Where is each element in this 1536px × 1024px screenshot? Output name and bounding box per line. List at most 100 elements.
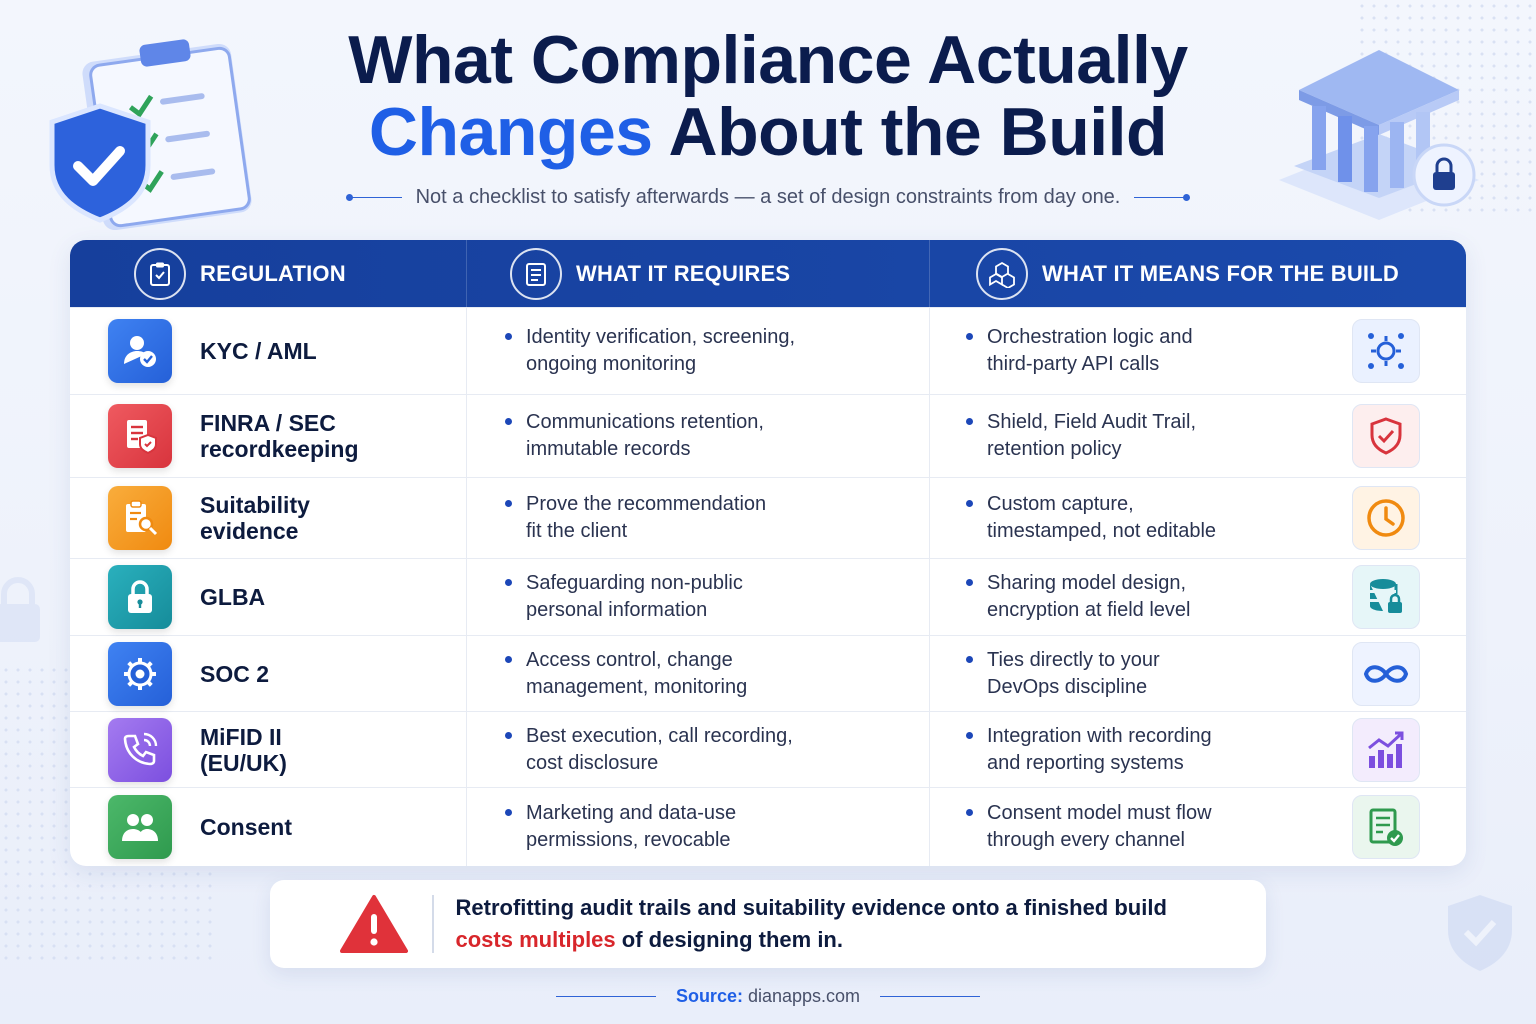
callout-line2: costs multiples of designing them in. <box>456 924 1167 956</box>
database-lock-icon <box>1352 565 1420 629</box>
build-cell: Sharing model design, encryption at fiel… <box>930 559 1466 635</box>
regulation-name: GLBA <box>200 584 266 610</box>
document-check-icon <box>1352 795 1420 859</box>
table-row: KYC / AML Identity verification, screeni… <box>70 307 1466 394</box>
subtitle-divider-right <box>1134 194 1191 200</box>
clipboard-icon <box>134 247 186 300</box>
regulation-cell: GLBA <box>70 559 467 635</box>
build-cell: Custom capture, timestamped, not editabl… <box>930 478 1466 558</box>
build-text: Custom capture, timestamped, not editabl… <box>987 493 1217 542</box>
lock-watermark-icon <box>0 577 40 642</box>
column-header-regulation: REGULATION <box>70 240 467 307</box>
table-header: REGULATION WHAT IT REQUIRES WHAT IT MEAN… <box>70 240 1466 307</box>
column-header-label: WHAT IT MEANS FOR THE BUILD <box>1042 260 1399 286</box>
warning-icon <box>340 895 408 953</box>
callout-highlight: costs multiples <box>455 927 616 952</box>
phone-icon <box>108 717 172 782</box>
regulation-cell: Consent <box>70 788 467 866</box>
column-header-label: WHAT IT REQUIRES <box>576 260 791 286</box>
callout-divider <box>432 895 434 953</box>
subtitle-row: Not a checklist to satisfy afterwards — … <box>0 186 1536 209</box>
regulation-cell: MiFID II (EU/UK) <box>70 712 467 787</box>
clipboard-search-icon <box>108 486 172 550</box>
regulation-name: Consent <box>200 814 292 840</box>
gear-icon <box>108 641 172 706</box>
build-cell: Integration with recording and reporting… <box>930 712 1466 787</box>
build-text: Shield, Field Audit Trail, retention pol… <box>987 411 1196 460</box>
table-row: SOC 2 Access control, change management,… <box>70 635 1466 711</box>
shield-check-icon <box>1352 404 1420 468</box>
requires-text: Access control, change management, monit… <box>526 648 748 698</box>
table-row: FINRA / SEC recordkeeping Communications… <box>70 394 1466 477</box>
requires-cell: Identity verification, screening, ongoin… <box>467 308 930 394</box>
table-row: MiFID II (EU/UK) Best execution, call re… <box>70 711 1466 787</box>
source-value: dianapps.com <box>742 986 861 1006</box>
warning-callout: Retrofitting audit trails and suitabilit… <box>270 880 1266 968</box>
gear-network-icon <box>1352 319 1420 383</box>
build-text: Orchestration logic and third-party API … <box>987 326 1193 375</box>
regulation-cell: KYC / AML <box>70 308 467 394</box>
source-divider-left <box>555 995 656 998</box>
regulation-name: SOC 2 <box>200 660 270 687</box>
user-check-icon <box>108 319 172 383</box>
requires-text: Best execution, call recording, cost dis… <box>526 724 793 774</box>
build-text: Integration with recording and reporting… <box>987 724 1212 774</box>
requires-text: Safeguarding non-public personal informa… <box>526 572 743 621</box>
bank-building-icon <box>1279 50 1479 220</box>
build-text: Consent model must flow through every ch… <box>987 802 1212 851</box>
callout-line1: Retrofitting audit trails and suitabilit… <box>455 895 1167 920</box>
column-header-requires: WHAT IT REQUIRES <box>467 240 930 307</box>
table-row: Consent Marketing and data-use permissio… <box>70 787 1466 866</box>
cubes-icon <box>976 247 1028 300</box>
source-divider-right <box>880 995 981 998</box>
requires-cell: Marketing and data-use permissions, revo… <box>467 788 930 866</box>
compliance-table: REGULATION WHAT IT REQUIRES WHAT IT MEAN… <box>70 240 1466 866</box>
regulation-cell: FINRA / SEC recordkeeping <box>70 395 467 477</box>
clipboard-shield-icon <box>49 39 252 230</box>
source-label: Source: <box>675 986 743 1006</box>
build-text: Sharing model design, encryption at fiel… <box>987 572 1191 621</box>
requires-text: Prove the recommendation fit the client <box>526 493 767 542</box>
requires-text: Communications retention, immutable reco… <box>526 411 764 460</box>
build-cell: Consent model must flow through every ch… <box>930 788 1466 866</box>
subtitle-divider-left <box>345 194 402 200</box>
source-row: Source: dianapps.com <box>0 986 1536 1007</box>
requires-text: Marketing and data-use permissions, revo… <box>526 802 737 851</box>
requires-cell: Prove the recommendation fit the client <box>467 478 930 558</box>
title-line2: Changes About the Build <box>0 96 1536 168</box>
shield-watermark-icon <box>1448 895 1512 971</box>
requires-cell: Access control, change management, monit… <box>467 636 930 711</box>
build-cell: Orchestration logic and third-party API … <box>930 308 1466 394</box>
users-icon <box>108 795 172 859</box>
requires-text: Identity verification, screening, ongoin… <box>526 326 796 375</box>
infinity-icon <box>1352 641 1420 706</box>
requires-cell: Best execution, call recording, cost dis… <box>467 712 930 787</box>
regulation-name: Suitability evidence <box>200 492 310 544</box>
column-header-label: REGULATION <box>200 260 346 286</box>
build-text: Ties directly to your DevOps discipline <box>987 648 1160 698</box>
title-accent: Changes <box>368 94 653 170</box>
build-cell: Ties directly to your DevOps discipline <box>930 636 1466 711</box>
build-cell: Shield, Field Audit Trail, retention pol… <box>930 395 1466 477</box>
title-line1: What Compliance Actually <box>348 22 1188 98</box>
chart-up-icon <box>1352 717 1420 782</box>
regulation-cell: SOC 2 <box>70 636 467 711</box>
regulation-name: MiFID II (EU/UK) <box>200 723 287 776</box>
requires-cell: Communications retention, immutable reco… <box>467 395 930 477</box>
column-header-build: WHAT IT MEANS FOR THE BUILD <box>930 240 1466 307</box>
clock-icon <box>1352 486 1420 550</box>
lock-icon <box>108 565 172 629</box>
regulation-cell: Suitability evidence <box>70 478 467 558</box>
page-title: What Compliance Actually Changes About t… <box>0 24 1536 168</box>
regulation-name: FINRA / SEC recordkeeping <box>200 410 359 462</box>
document-shield-icon <box>108 404 172 468</box>
checklist-icon <box>510 247 562 300</box>
subtitle: Not a checklist to satisfy afterwards — … <box>415 186 1121 208</box>
table-row: Suitability evidence Prove the recommend… <box>70 477 1466 558</box>
title-line2-rest: About the Build <box>668 94 1168 170</box>
table-row: GLBA Safeguarding non-public personal in… <box>70 558 1466 635</box>
callout-line2-rest: of designing them in. <box>615 927 843 952</box>
source-text: Source: dianapps.com <box>676 986 860 1007</box>
regulation-name: KYC / AML <box>200 338 317 364</box>
callout-text: Retrofitting audit trails and suitabilit… <box>456 892 1167 956</box>
